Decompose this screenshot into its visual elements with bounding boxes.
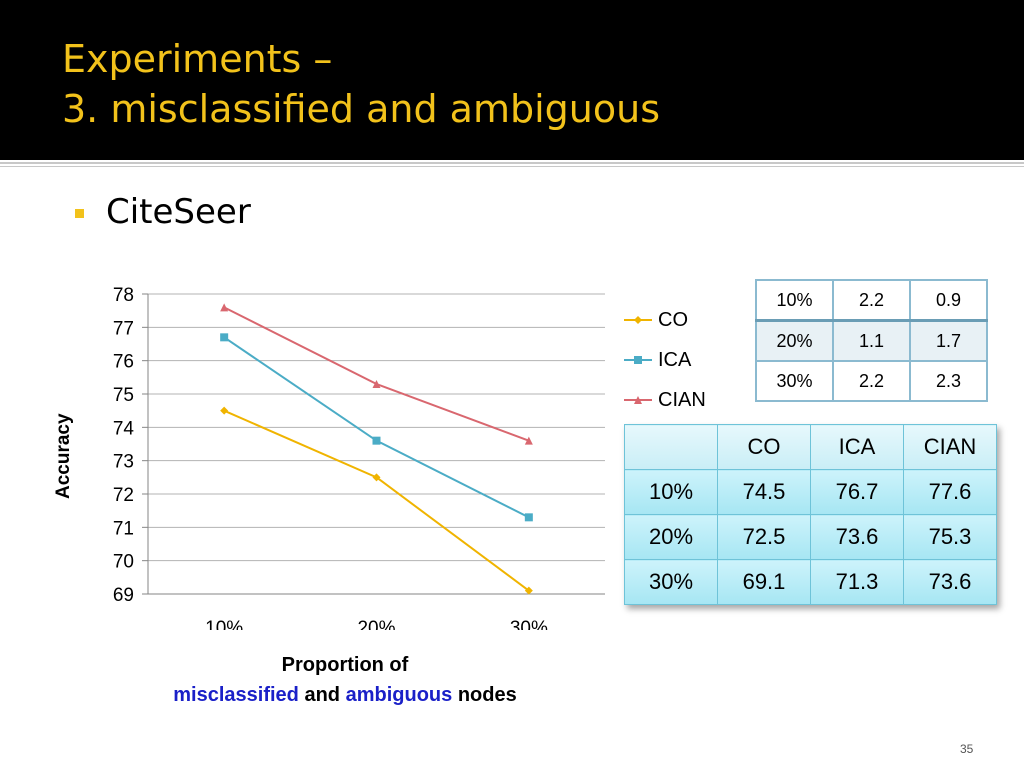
x-tick-label: 10% (205, 618, 243, 630)
chart-legend: CO ICA CIAN (624, 300, 706, 420)
table-cell: 1.7 (909, 319, 988, 362)
title-line-2: 3. misclassified and ambiguous (62, 87, 660, 131)
table-cell: 69.1 (717, 559, 811, 605)
x-axis-label-and: and (304, 684, 341, 706)
data-point-cian (220, 303, 229, 312)
x-axis-label: Proportion of misclassified and ambiguou… (130, 650, 560, 710)
table-row: 30% 69.1 71.3 73.6 (624, 559, 997, 605)
table-cell: 71.3 (810, 559, 904, 605)
bullet-text: CiteSeer (106, 192, 251, 232)
y-tick-label: 73 (113, 452, 134, 473)
x-axis-label-nodes: nodes (457, 684, 517, 706)
x-axis-label-ambiguous: ambiguous (345, 684, 453, 706)
difference-table: 10% 2.2 0.9 20% 1.1 1.7 30% 2.2 2.3 (755, 279, 988, 402)
table-row: 20% 1.1 1.7 (755, 319, 988, 362)
table-cell: 76.7 (810, 469, 904, 515)
table-header-cell: ICA (810, 424, 904, 470)
table-cell: 2.2 (832, 279, 911, 322)
line-chart: 69 70 71 72 73 74 75 76 77 78 10% 20% 30% (113, 285, 605, 630)
table-cell: 77.6 (903, 469, 997, 515)
data-point-ica (524, 513, 533, 522)
y-tick-label: 78 (113, 285, 134, 306)
table-cell: 75.3 (903, 514, 997, 560)
y-tick-label: 72 (113, 485, 134, 506)
square-marker-icon (624, 356, 652, 364)
page-number: 35 (960, 742, 974, 756)
legend-label-ica: ICA (658, 348, 692, 371)
table-cell: 74.5 (717, 469, 811, 515)
table-cell: 10% (624, 469, 718, 515)
y-tick-label: 71 (113, 518, 134, 539)
data-point-cian (372, 380, 381, 388)
table-cell: 20% (624, 514, 718, 560)
table-cell: 30% (755, 360, 834, 402)
table-cell: 73.6 (810, 514, 904, 560)
data-point-ica (372, 436, 381, 445)
table-cell: 20% (755, 319, 834, 362)
slide-title: Experiments – 3. misclassified and ambig… (62, 34, 660, 134)
table-row: 20% 72.5 73.6 75.3 (624, 514, 997, 560)
table-header-cell: CO (717, 424, 811, 470)
accuracy-table: CO ICA CIAN 10% 74.5 76.7 77.6 20% 72.5 … (624, 424, 997, 605)
diamond-marker-icon (624, 316, 652, 324)
y-tick-label: 74 (113, 418, 135, 439)
y-tick-label: 76 (113, 352, 134, 373)
divider-bottom (0, 166, 1024, 167)
divider-top (0, 162, 1024, 164)
legend-item-co: CO (624, 300, 706, 340)
x-axis-label-part1: Proportion of (281, 654, 409, 676)
data-point-co (372, 473, 381, 482)
y-tick-label: 75 (113, 385, 134, 406)
data-point-ica (220, 333, 229, 342)
bullet-square-icon (75, 209, 84, 218)
legend-item-ica: ICA (624, 340, 706, 380)
legend-label-co: CO (658, 308, 688, 331)
title-line-1: Experiments – (62, 37, 333, 81)
x-tick-label: 30% (510, 618, 548, 630)
x-tick-label: 20% (357, 618, 395, 630)
y-tick-label: 69 (113, 585, 134, 606)
x-axis-label-misclassified: misclassified (173, 684, 299, 706)
title-bar: Experiments – 3. misclassified and ambig… (0, 0, 1024, 160)
table-cell: 10% (755, 279, 834, 322)
table-header-row: CO ICA CIAN (624, 424, 997, 470)
table-header-cell: CIAN (903, 424, 997, 470)
table-cell: 2.3 (909, 360, 988, 402)
table-header-cell (624, 424, 718, 470)
table-cell: 2.2 (832, 360, 911, 402)
table-cell: 0.9 (909, 279, 988, 322)
table-row: 10% 2.2 0.9 (755, 279, 988, 322)
legend-item-cian: CIAN (624, 380, 706, 420)
data-point-co (524, 586, 533, 595)
triangle-marker-icon (624, 396, 652, 404)
data-point-cian (524, 436, 533, 445)
y-axis-label: Accuracy (53, 413, 74, 499)
table-cell: 72.5 (717, 514, 811, 560)
data-point-co (220, 406, 229, 415)
table-cell: 1.1 (832, 319, 911, 362)
table-cell: 30% (624, 559, 718, 605)
table-row: 30% 2.2 2.3 (755, 360, 988, 402)
y-tick-label: 70 (113, 552, 134, 573)
y-tick-label: 77 (113, 318, 134, 339)
table-cell: 73.6 (903, 559, 997, 605)
legend-label-cian: CIAN (658, 388, 706, 411)
table-row: 10% 74.5 76.7 77.6 (624, 469, 997, 515)
